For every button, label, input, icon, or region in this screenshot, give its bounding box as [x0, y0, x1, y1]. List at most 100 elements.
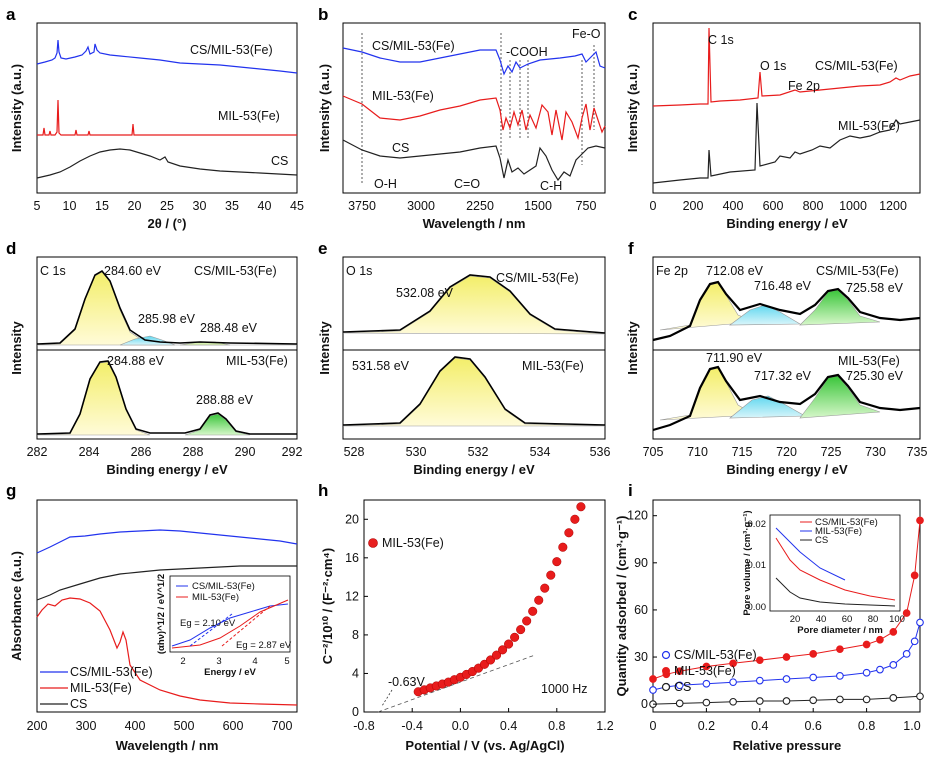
- i-point: [910, 637, 919, 646]
- i-point: [755, 676, 764, 685]
- d-xtick: 286: [131, 445, 152, 459]
- e-bot-label: MIL-53(Fe): [522, 359, 584, 373]
- h-xtick: -0.4: [401, 719, 423, 733]
- e-xtick: 528: [344, 445, 365, 459]
- i-point: [675, 699, 684, 708]
- f-xlabel: Binding energy / eV: [726, 462, 848, 477]
- i-inset-legend: CS/MIL-53(Fe): [815, 517, 878, 528]
- c-annot-c1s: C 1s: [708, 33, 734, 47]
- e-xtick: 532: [468, 445, 489, 459]
- h-point: [540, 583, 550, 593]
- i-inset-ytick: 0.01: [748, 560, 767, 571]
- b-curve-mil: [342, 95, 606, 141]
- f-xtick: 730: [865, 445, 886, 459]
- i-point: [876, 635, 884, 644]
- g-inset-xtick: 3: [216, 656, 221, 667]
- a-xtick: 45: [290, 199, 304, 213]
- i-inset-xtick: 20: [790, 614, 801, 625]
- i-xtick: 0.4: [751, 719, 768, 733]
- i-legend-mil: MIL-53(Fe): [674, 664, 736, 678]
- i-ytick: 0: [641, 697, 648, 711]
- f-top-label: CS/MIL-53(Fe): [816, 264, 899, 278]
- a-xtick: 5: [34, 199, 41, 213]
- g-inset-xlabel: Energy / eV: [204, 667, 256, 678]
- g-xtick: 400: [125, 719, 146, 733]
- h-point: [534, 595, 544, 605]
- g-xlabel: Wavelength / nm: [116, 738, 219, 753]
- h-ytick: 20: [345, 512, 359, 526]
- panel-letter-d: d: [6, 239, 16, 258]
- d-xlabel: Binding energy / eV: [106, 462, 228, 477]
- d-peak-top: 288.48 eV: [200, 321, 258, 335]
- d-bot-label: MIL-53(Fe): [226, 354, 288, 368]
- d-top-fit: [36, 269, 298, 345]
- a-curve-cs-mil: [36, 39, 298, 74]
- d-title: C 1s: [40, 264, 66, 278]
- a-xtick: 25: [160, 199, 174, 213]
- panel-f: f Fe 2p 712.08 eV 716.48 eV 725.58 eV CS…: [625, 239, 927, 477]
- i-inset-legend: CS: [815, 535, 828, 546]
- f-peak-top: 712.08 eV: [706, 264, 764, 278]
- g-inset-xtick: 5: [284, 656, 289, 667]
- i-inset-ytick: 0.00: [748, 602, 767, 613]
- a-ylabel: Intensity (a.u.): [9, 64, 24, 152]
- i-point: [902, 609, 911, 617]
- i-inset-xtick: 60: [842, 614, 853, 625]
- i-point: [889, 694, 898, 702]
- a-label-cs-mil: CS/MIL-53(Fe): [190, 43, 273, 57]
- h-point: [546, 570, 556, 580]
- a-curve-cs: [36, 148, 298, 179]
- g-inset-ylabel: (αhν)^1/2 / eV^1/2: [156, 574, 167, 654]
- a-xtick: 35: [225, 199, 239, 213]
- i-legend: CS/MIL-53(Fe) MIL-53(Fe) CS: [661, 648, 757, 694]
- i-legend-cs-mil: CS/MIL-53(Fe): [674, 648, 757, 662]
- i-point: [729, 659, 737, 668]
- panel-letter-b: b: [318, 5, 328, 24]
- h-xtick: 0.8: [548, 719, 565, 733]
- i-point: [729, 678, 737, 687]
- panel-letter-e: e: [318, 239, 327, 258]
- i-point: [862, 695, 871, 704]
- h-point: [552, 557, 562, 567]
- b-annot-ch: C-H: [540, 179, 562, 193]
- f-top-fit: [652, 280, 921, 342]
- i-point: [729, 697, 737, 706]
- g-xtick: 600: [223, 719, 244, 733]
- h-xlabel: Potential / V (vs. Ag/AgCl): [405, 738, 564, 753]
- b-curve-cs-mil: [342, 47, 606, 76]
- c-xtick: 600: [763, 199, 784, 213]
- i-point: [702, 662, 711, 671]
- c-xtick: 1000: [839, 199, 867, 213]
- h-ylabel: C⁻²/10¹⁰ / (F⁻²·cm⁴): [320, 548, 335, 664]
- g-curve-cs-mil: [36, 529, 298, 554]
- panel-letter-f: f: [628, 239, 634, 258]
- i-point: [809, 673, 818, 682]
- panel-letter-g: g: [6, 481, 16, 500]
- i-point: [782, 675, 791, 683]
- g-legend-cs-mil: CS/MIL-53(Fe): [70, 665, 153, 679]
- i-point: [862, 668, 871, 677]
- c-xtick: 0: [650, 199, 657, 213]
- panel-d: d C 1s CS/MIL-53(Fe) 284.60 eV 285.98 eV…: [6, 239, 302, 477]
- h-point: [498, 645, 508, 655]
- g-curve-cs: [36, 565, 297, 601]
- e-xlabel: Binding energy / eV: [413, 462, 535, 477]
- g-inset: CS/MIL-53(Fe) MIL-53(Fe) Eg = 2.10 eV Eg…: [156, 574, 292, 678]
- g-inset-xtick: 2: [180, 656, 185, 667]
- i-xtick: 0.6: [805, 719, 822, 733]
- b-annot-co: C=O: [454, 177, 480, 191]
- e-xtick: 530: [406, 445, 427, 459]
- c-xtick: 1200: [879, 199, 907, 213]
- g-inset-legend: CS/MIL-53(Fe): [192, 581, 255, 592]
- f-xtick: 705: [643, 445, 664, 459]
- f-peak-bot: 711.90 eV: [706, 351, 763, 365]
- d-xtick: 292: [282, 445, 303, 459]
- panel-a: a CS/MIL-53(Fe) MIL-53(Fe) CS 5 10 15 20…: [6, 5, 304, 231]
- i-inset: CS/MIL-53(Fe) MIL-53(Fe) CS 0.00 0.01 0.…: [742, 510, 905, 636]
- c-xtick: 400: [723, 199, 744, 213]
- e-bot-fit: [342, 356, 606, 426]
- i-xtick: 1.0: [903, 719, 920, 733]
- e-top-fit: [342, 274, 606, 334]
- i-ytick: 90: [634, 556, 648, 570]
- e-xtick: 534: [530, 445, 551, 459]
